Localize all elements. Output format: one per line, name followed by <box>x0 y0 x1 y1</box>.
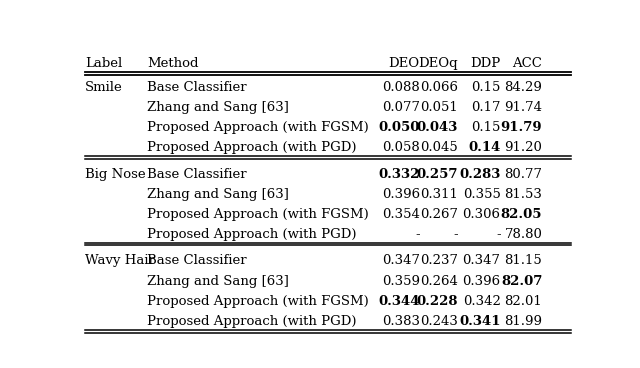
Text: 0.383: 0.383 <box>382 315 420 328</box>
Text: DEO: DEO <box>388 57 420 70</box>
Text: 0.264: 0.264 <box>420 275 458 287</box>
Text: -: - <box>496 228 500 241</box>
Text: 0.051: 0.051 <box>420 101 458 114</box>
Text: Proposed Approach (with FGSM): Proposed Approach (with FGSM) <box>147 121 369 134</box>
Text: Smile: Smile <box>85 81 123 94</box>
Text: ACC: ACC <box>513 57 542 70</box>
Text: 0.355: 0.355 <box>463 188 500 201</box>
Text: 91.74: 91.74 <box>504 101 542 114</box>
Text: 0.17: 0.17 <box>471 101 500 114</box>
Text: 0.15: 0.15 <box>471 81 500 94</box>
Text: 84.29: 84.29 <box>504 81 542 94</box>
Text: 0.342: 0.342 <box>463 295 500 308</box>
Text: 0.058: 0.058 <box>382 141 420 154</box>
Text: 0.306: 0.306 <box>463 208 500 221</box>
Text: 0.359: 0.359 <box>382 275 420 287</box>
Text: 81.99: 81.99 <box>504 315 542 328</box>
Text: 82.07: 82.07 <box>501 275 542 287</box>
Text: DDP: DDP <box>470 57 500 70</box>
Text: 81.53: 81.53 <box>504 188 542 201</box>
Text: 82.05: 82.05 <box>500 208 542 221</box>
Text: 0.267: 0.267 <box>420 208 458 221</box>
Text: 0.344: 0.344 <box>378 295 420 308</box>
Text: DEOq: DEOq <box>419 57 458 70</box>
Text: 0.354: 0.354 <box>382 208 420 221</box>
Text: Zhang and Sang [63]: Zhang and Sang [63] <box>147 275 289 287</box>
Text: 0.077: 0.077 <box>382 101 420 114</box>
Text: 0.311: 0.311 <box>420 188 458 201</box>
Text: -: - <box>415 228 420 241</box>
Text: 0.396: 0.396 <box>463 275 500 287</box>
Text: 91.79: 91.79 <box>500 121 542 134</box>
Text: Proposed Approach (with FGSM): Proposed Approach (with FGSM) <box>147 295 369 308</box>
Text: Proposed Approach (with FGSM): Proposed Approach (with FGSM) <box>147 208 369 221</box>
Text: 0.243: 0.243 <box>420 315 458 328</box>
Text: 80.77: 80.77 <box>504 168 542 181</box>
Text: 0.088: 0.088 <box>382 81 420 94</box>
Text: Zhang and Sang [63]: Zhang and Sang [63] <box>147 188 289 201</box>
Text: Zhang and Sang [63]: Zhang and Sang [63] <box>147 101 289 114</box>
Text: 0.045: 0.045 <box>420 141 458 154</box>
Text: 0.341: 0.341 <box>459 315 500 328</box>
Text: 0.237: 0.237 <box>420 254 458 268</box>
Text: 91.20: 91.20 <box>504 141 542 154</box>
Text: Wavy Hair: Wavy Hair <box>85 254 155 268</box>
Text: 0.283: 0.283 <box>460 168 500 181</box>
Text: Base Classifier: Base Classifier <box>147 254 246 268</box>
Text: 0.15: 0.15 <box>471 121 500 134</box>
Text: 0.228: 0.228 <box>417 295 458 308</box>
Text: 82.01: 82.01 <box>504 295 542 308</box>
Text: Base Classifier: Base Classifier <box>147 168 246 181</box>
Text: 0.396: 0.396 <box>381 188 420 201</box>
Text: Base Classifier: Base Classifier <box>147 81 246 94</box>
Text: 0.043: 0.043 <box>417 121 458 134</box>
Text: 81.15: 81.15 <box>504 254 542 268</box>
Text: Proposed Approach (with PGD): Proposed Approach (with PGD) <box>147 228 356 241</box>
Text: Proposed Approach (with PGD): Proposed Approach (with PGD) <box>147 141 356 154</box>
Text: Proposed Approach (with PGD): Proposed Approach (with PGD) <box>147 315 356 328</box>
Text: 0.347: 0.347 <box>382 254 420 268</box>
Text: 0.050: 0.050 <box>378 121 420 134</box>
Text: Label: Label <box>85 57 122 70</box>
Text: Big Nose: Big Nose <box>85 168 145 181</box>
Text: 0.347: 0.347 <box>463 254 500 268</box>
Text: 0.332: 0.332 <box>378 168 420 181</box>
Text: -: - <box>453 228 458 241</box>
Text: 78.80: 78.80 <box>504 228 542 241</box>
Text: 0.14: 0.14 <box>468 141 500 154</box>
Text: Method: Method <box>147 57 198 70</box>
Text: 0.257: 0.257 <box>417 168 458 181</box>
Text: 0.066: 0.066 <box>420 81 458 94</box>
